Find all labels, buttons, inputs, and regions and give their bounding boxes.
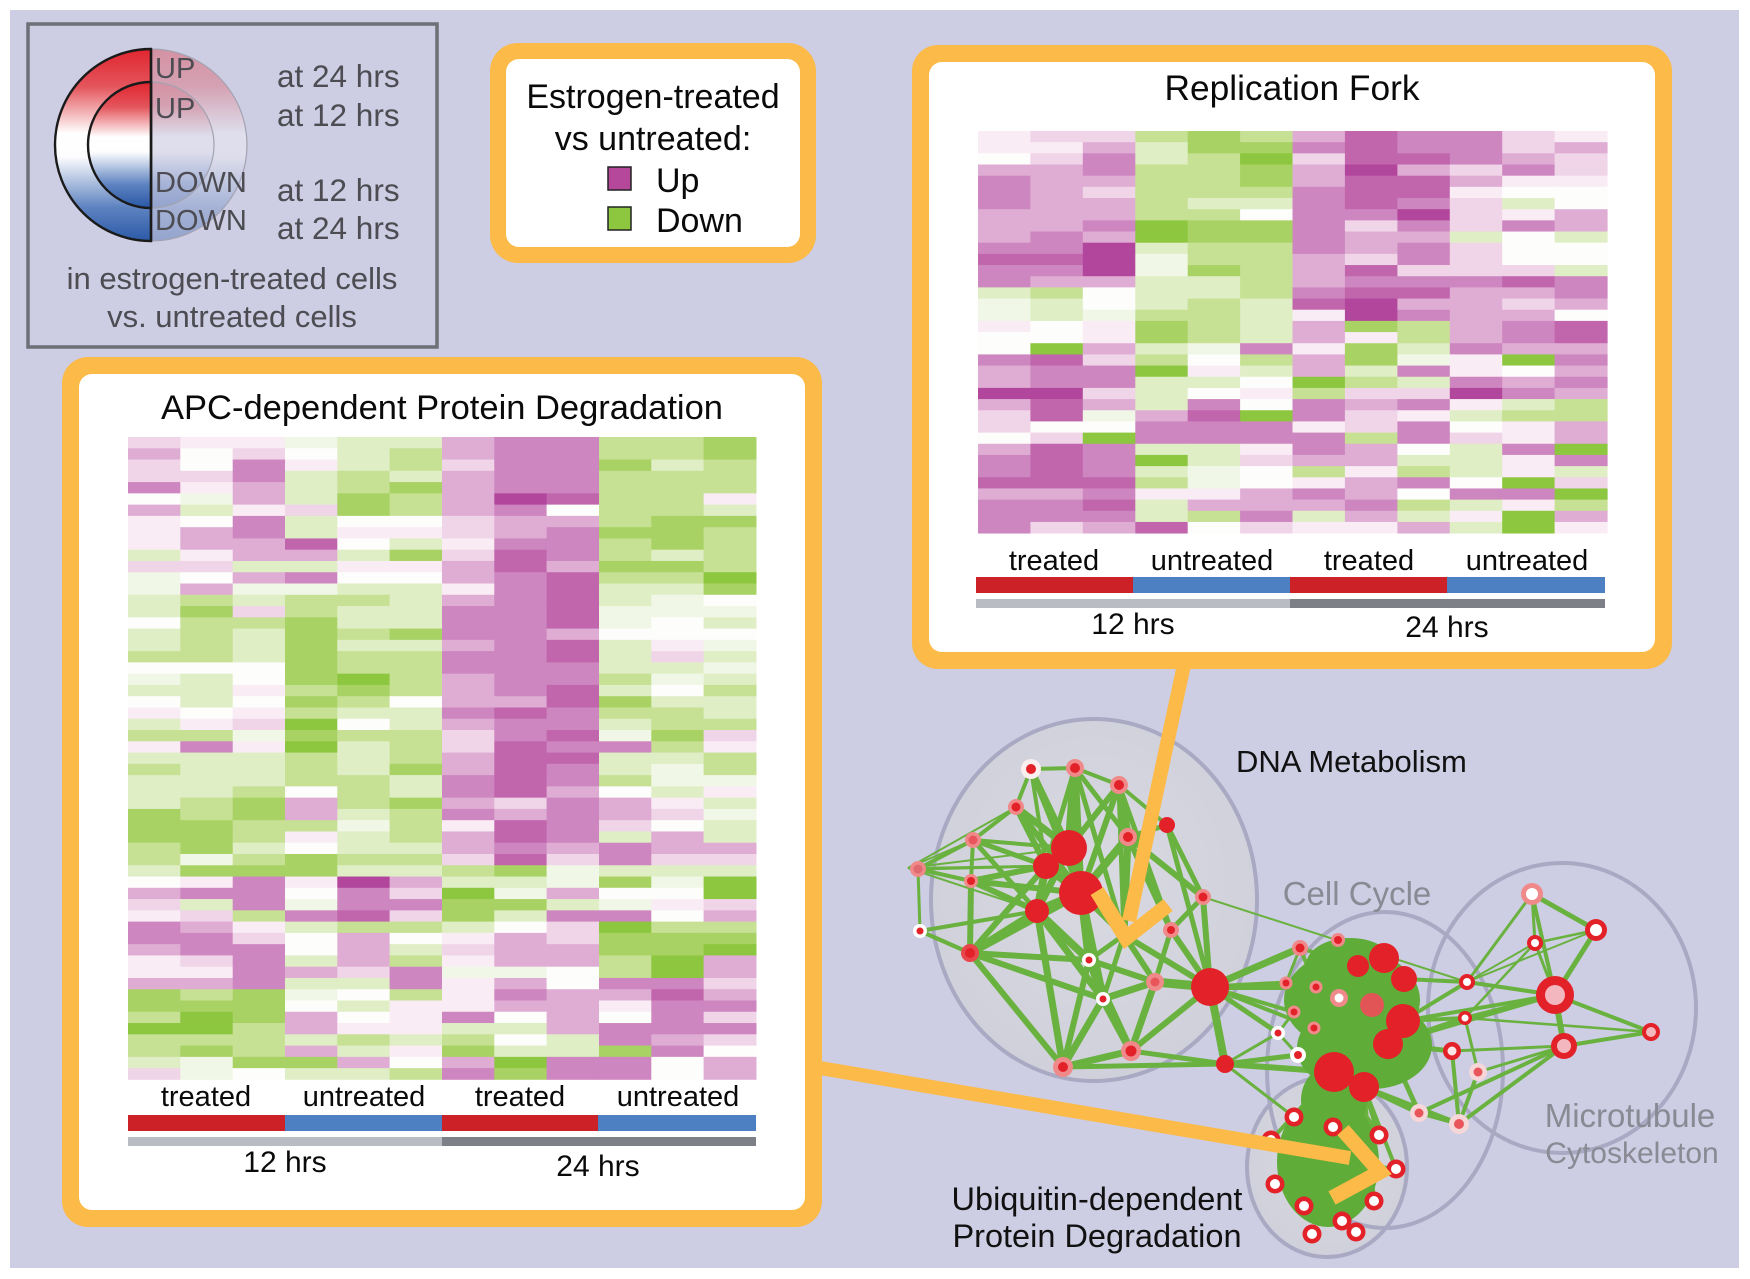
svg-text:untreated: untreated: [617, 1081, 740, 1113]
svg-text:Cell Cycle: Cell Cycle: [1283, 875, 1432, 912]
svg-text:DOWN: DOWN: [155, 167, 247, 199]
svg-text:at 24 hrs: at 24 hrs: [277, 210, 400, 246]
svg-text:Down: Down: [656, 202, 743, 240]
svg-text:in estrogen-treated cells: in estrogen-treated cells: [67, 261, 398, 296]
svg-text:treated: treated: [161, 1081, 251, 1113]
svg-text:24 hrs: 24 hrs: [556, 1150, 639, 1183]
svg-text:DOWN: DOWN: [155, 205, 247, 237]
svg-text:APC-dependent Protein Degradat: APC-dependent Protein Degradation: [161, 389, 723, 427]
svg-text:Estrogen-treated: Estrogen-treated: [526, 78, 779, 116]
svg-text:at 12 hrs: at 12 hrs: [277, 97, 400, 133]
svg-text:DNA Metabolism: DNA Metabolism: [1236, 744, 1467, 779]
svg-text:24 hrs: 24 hrs: [1405, 611, 1488, 644]
svg-text:12 hrs: 12 hrs: [1091, 608, 1174, 641]
svg-text:at 24 hrs: at 24 hrs: [277, 58, 400, 94]
svg-text:Replication Fork: Replication Fork: [1164, 69, 1419, 108]
svg-text:Ubiquitin-dependent: Ubiquitin-dependent: [952, 1181, 1243, 1217]
svg-text:treated: treated: [1009, 545, 1099, 577]
svg-text:Cytoskeleton: Cytoskeleton: [1545, 1137, 1718, 1170]
svg-text:Microtubule: Microtubule: [1545, 1097, 1716, 1134]
svg-text:12 hrs: 12 hrs: [243, 1146, 326, 1179]
svg-text:Protein Degradation: Protein Degradation: [952, 1218, 1241, 1254]
svg-text:vs untreated:: vs untreated:: [555, 120, 752, 158]
svg-text:untreated: untreated: [1466, 545, 1589, 577]
svg-text:UP: UP: [155, 53, 195, 85]
svg-text:vs. untreated cells: vs. untreated cells: [107, 299, 357, 334]
svg-text:Up: Up: [656, 162, 699, 200]
svg-text:at 12 hrs: at 12 hrs: [277, 172, 400, 208]
svg-text:untreated: untreated: [1151, 545, 1274, 577]
svg-text:untreated: untreated: [303, 1081, 426, 1113]
svg-text:UP: UP: [155, 93, 195, 125]
svg-text:treated: treated: [1324, 545, 1414, 577]
svg-text:treated: treated: [475, 1081, 565, 1113]
